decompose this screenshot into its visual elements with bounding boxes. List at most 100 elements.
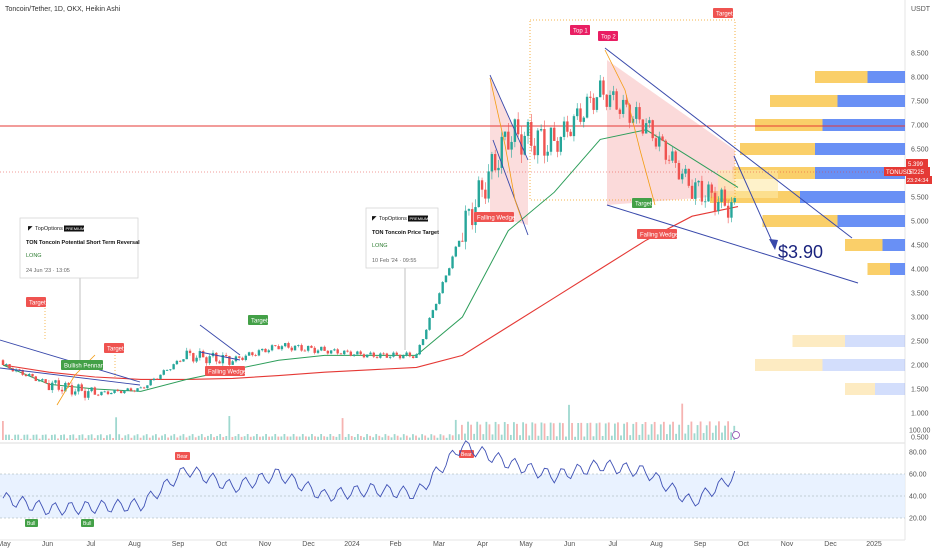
- falling-wedge-label-1-text: Falling Wedge: [477, 216, 516, 222]
- time-label: Sep: [172, 541, 185, 548]
- candle-body: [398, 354, 402, 359]
- candle-body: [605, 94, 608, 107]
- candle-body: [392, 352, 395, 357]
- volume-bar: [41, 434, 44, 440]
- idea-card-2-title[interactable]: TON Toncoin Price Target: [372, 230, 439, 236]
- yellow-zone: [718, 170, 778, 198]
- candle-body: [723, 189, 727, 206]
- candle-body: [562, 121, 566, 137]
- idea-card-2-badge: PREMIUM: [410, 216, 429, 221]
- candle-body: [428, 317, 431, 330]
- candle-body: [480, 180, 484, 190]
- candle-body: [493, 154, 497, 171]
- volume-bar: [552, 423, 555, 440]
- volume-bar: [418, 437, 420, 440]
- idea-card-1-logo-icon: ◤: [28, 226, 33, 232]
- ema-red-line: [2, 206, 739, 380]
- volume-bar: [405, 435, 408, 440]
- candle-body: [621, 99, 625, 114]
- volume-bar: [457, 434, 460, 440]
- volume-bar: [164, 434, 166, 440]
- volume-bar: [690, 421, 693, 440]
- falling-wedge-label-3-text: Falling Wedge: [208, 370, 247, 376]
- volume-bar: [666, 434, 668, 440]
- candle-body: [146, 385, 149, 389]
- rsi-tick: 40.00: [909, 494, 927, 501]
- rsi-tick: 100.00: [909, 428, 931, 435]
- volume-bar: [283, 434, 286, 440]
- volume-bar: [531, 422, 534, 440]
- price-tick: 4.000: [911, 267, 929, 274]
- volume-bar: [369, 435, 371, 440]
- volume-bar: [714, 425, 717, 440]
- candle-body: [526, 121, 530, 136]
- volume-bar: [473, 433, 476, 440]
- volume-bar: [516, 423, 518, 440]
- candle-body: [218, 361, 221, 364]
- candle-body: [329, 350, 333, 354]
- volume-bar: [617, 422, 619, 440]
- candle-body: [172, 364, 175, 370]
- volume-bar: [298, 436, 301, 440]
- candle-body: [178, 360, 182, 362]
- volume-bar: [255, 434, 258, 440]
- wedge-lines: [0, 47, 859, 386]
- volume-bar: [326, 436, 329, 440]
- volume-bar: [614, 423, 616, 440]
- candle-body: [448, 268, 451, 276]
- volume-bar: [170, 435, 173, 440]
- volume-bar: [678, 424, 681, 440]
- price-tick: 0.500: [911, 435, 929, 442]
- falling-wedge-label-2: [637, 229, 677, 239]
- candle-body: [313, 347, 316, 353]
- volume-bar: [546, 436, 549, 440]
- volume-bar: [638, 434, 641, 440]
- volume-bar: [399, 437, 402, 440]
- vp-sell-bar: [837, 215, 905, 227]
- candle-body: [83, 390, 87, 398]
- time-axis[interactable]: May Jun Jul Aug Sep Oct Nov Dec 2024 Feb Mar Apr May…: [0, 541, 882, 548]
- wedge2-lower: [606, 204, 859, 284]
- annotation-labels: Target Target Target Target Target Falli…: [25, 8, 823, 527]
- volume-bar: [93, 438, 96, 440]
- candle-body: [654, 138, 658, 147]
- candle-body: [681, 173, 684, 180]
- candle-body: [136, 388, 139, 392]
- target-label-3-text: Target: [251, 319, 268, 325]
- idea-card-2-badge-bg: [408, 215, 428, 222]
- candle-body: [228, 356, 231, 365]
- volume-bar: [320, 434, 323, 440]
- volume-bar: [433, 435, 436, 440]
- candle-body: [467, 209, 471, 211]
- time-label: May: [519, 541, 533, 548]
- volume-bar: [188, 435, 191, 440]
- target-arrow-line: [733, 155, 776, 249]
- volume-bar: [598, 422, 601, 440]
- rsi-bull-label-2: [81, 519, 94, 527]
- candle-body: [290, 347, 293, 351]
- candle-body: [116, 389, 120, 392]
- bullish-pennant-label: [61, 360, 103, 370]
- volume-bar: [158, 437, 160, 440]
- target-label-1-text: Target: [29, 301, 46, 307]
- volume-bar: [583, 436, 586, 440]
- idea-card-1-title[interactable]: TON Toncoin Potential Short Term Reversa…: [26, 240, 140, 246]
- target-label-4-text: Target: [635, 202, 652, 208]
- volume-bar: [118, 434, 121, 440]
- candle-body: [457, 240, 461, 247]
- volume-bar: [44, 434, 47, 440]
- candle-body: [297, 345, 300, 346]
- falling-wedge-label-1: [474, 212, 514, 222]
- volume-bar: [66, 438, 69, 440]
- candle-body: [559, 136, 563, 152]
- volume-bar: [571, 422, 573, 440]
- candle-body: [221, 355, 225, 364]
- idea-card-1[interactable]: ◤ TopOptions PREMIUM TON Toncoin Potenti…: [19, 217, 140, 360]
- candle-body: [618, 109, 622, 114]
- candle-body: [395, 352, 398, 355]
- idea-card-2[interactable]: ◤ TopOptions PREMIUM TON Toncoin Price T…: [365, 207, 439, 350]
- replay-icon[interactable]: [732, 431, 740, 439]
- volume-bar: [669, 424, 671, 440]
- candle-body: [569, 131, 572, 137]
